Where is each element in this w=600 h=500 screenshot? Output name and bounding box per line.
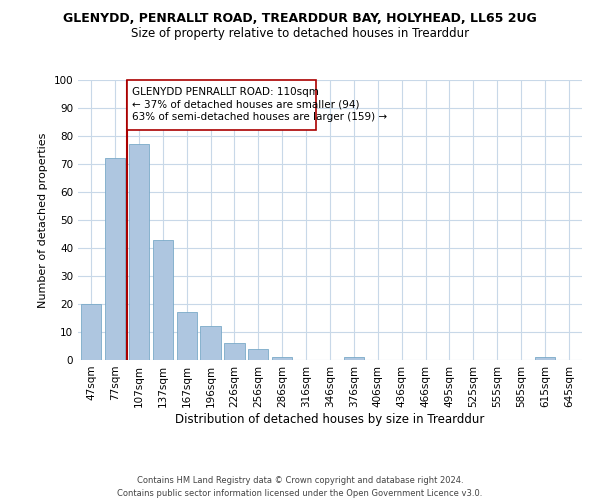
Text: Size of property relative to detached houses in Trearddur: Size of property relative to detached ho… — [131, 28, 469, 40]
Bar — [129, 144, 149, 360]
Text: Contains HM Land Registry data © Crown copyright and database right 2024.: Contains HM Land Registry data © Crown c… — [137, 476, 463, 485]
Text: 63% of semi-detached houses are larger (159) →: 63% of semi-detached houses are larger (… — [132, 112, 387, 122]
Bar — [200, 326, 221, 360]
Bar — [272, 357, 292, 360]
Y-axis label: Number of detached properties: Number of detached properties — [38, 132, 48, 308]
Text: GLENYDD PENRALLT ROAD: 110sqm: GLENYDD PENRALLT ROAD: 110sqm — [132, 87, 319, 97]
Text: ← 37% of detached houses are smaller (94): ← 37% of detached houses are smaller (94… — [132, 100, 359, 110]
Bar — [344, 357, 364, 360]
Bar — [105, 158, 125, 360]
Bar — [152, 240, 173, 360]
Bar — [81, 304, 101, 360]
Bar — [248, 349, 268, 360]
X-axis label: Distribution of detached houses by size in Trearddur: Distribution of detached houses by size … — [175, 412, 485, 426]
Bar — [176, 312, 197, 360]
Text: GLENYDD, PENRALLT ROAD, TREARDDUR BAY, HOLYHEAD, LL65 2UG: GLENYDD, PENRALLT ROAD, TREARDDUR BAY, H… — [63, 12, 537, 26]
FancyBboxPatch shape — [127, 80, 316, 130]
Text: Contains public sector information licensed under the Open Government Licence v3: Contains public sector information licen… — [118, 489, 482, 498]
Bar — [224, 343, 245, 360]
Bar — [535, 357, 555, 360]
